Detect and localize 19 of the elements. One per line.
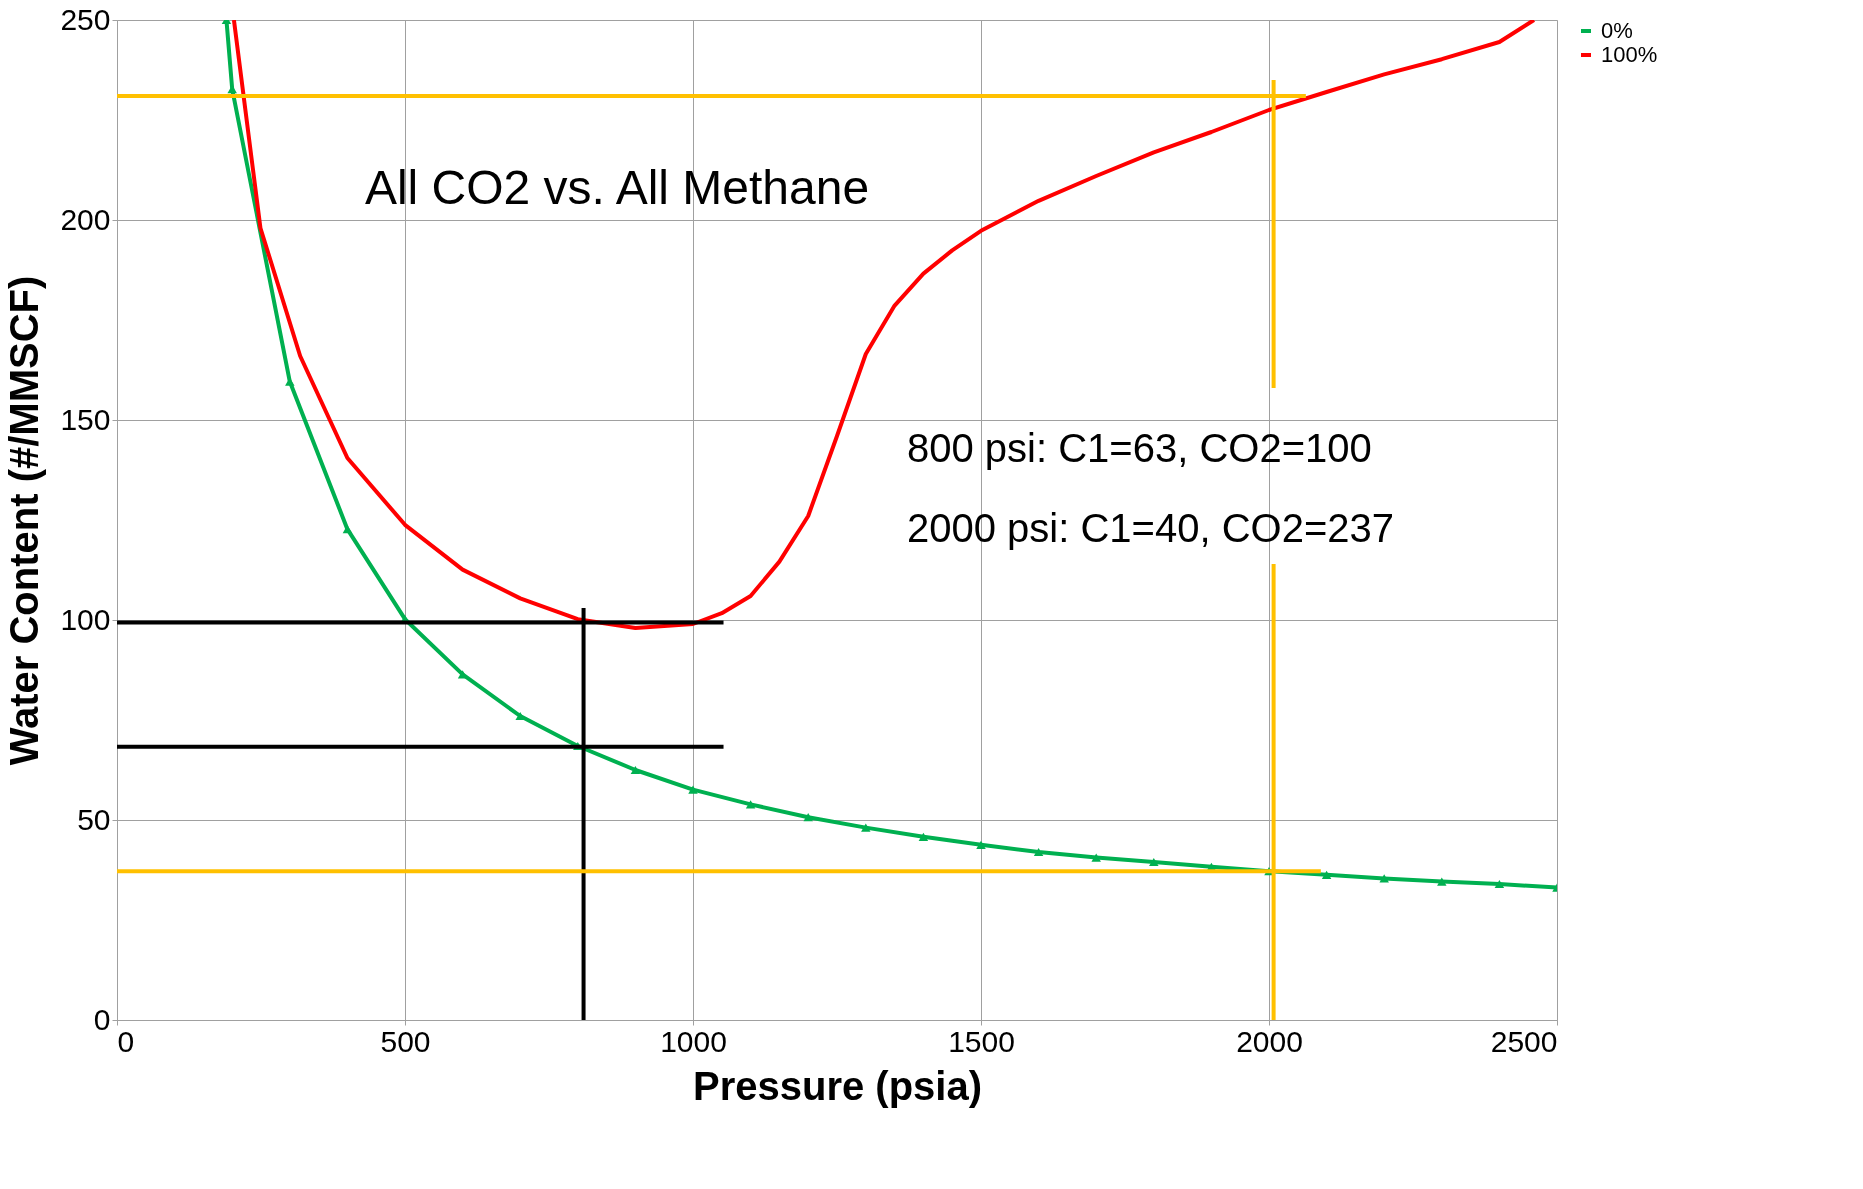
legend-label: 100% [1601,42,1658,67]
legend-label: 0% [1601,18,1633,43]
annotation: 2000 psi: C1=40, CO2=237 [907,506,1395,550]
y-tick-label: 50 [77,802,111,836]
x-tick-label: 2500 [1490,1024,1558,1058]
y-tick-label: 250 [60,2,111,36]
y-axis-title: Water Content (#/MMSCF) [2,275,47,766]
x-tick-label: 1000 [660,1024,727,1058]
x-tick-label: 2000 [1236,1024,1303,1058]
annotation: 800 psi: C1=63, CO2=100 [907,426,1372,470]
annotation: All CO2 vs. All Methane [364,161,870,214]
y-tick-label: 0 [93,1002,111,1036]
y-tick-label: 200 [60,202,111,236]
y-tick-label: 100 [60,602,111,636]
x-tick-label: 0 [117,1024,135,1058]
x-axis-title: Pressure (psia) [692,1063,983,1108]
x-tick-label: 500 [380,1024,431,1058]
x-tick-label: 1500 [948,1024,1015,1058]
y-tick-label: 150 [60,402,111,436]
